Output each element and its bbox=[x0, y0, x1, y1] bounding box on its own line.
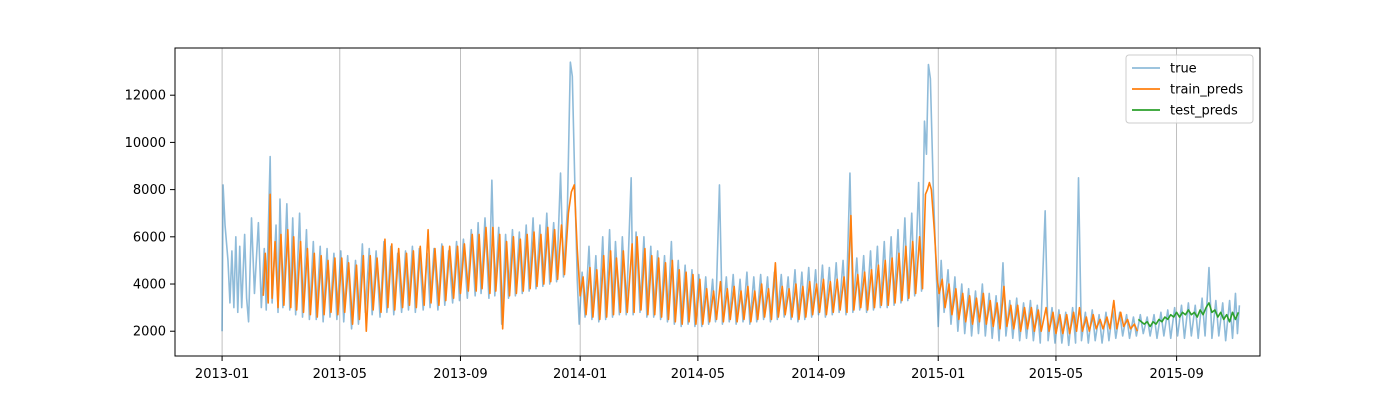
x-tick-label: 2013-05 bbox=[313, 367, 367, 382]
legend: true train_preds test_preds bbox=[1125, 54, 1254, 124]
series-line-train-preds bbox=[262, 181, 1139, 335]
x-tick-label: 2015-09 bbox=[1149, 367, 1203, 382]
x-tick-label: 2014-09 bbox=[791, 367, 845, 382]
x-tick-label: 2015-01 bbox=[911, 367, 965, 382]
series-lines bbox=[221, 61, 1241, 347]
y-tick-label: 12000 bbox=[125, 89, 166, 104]
y-axis: 2000 4000 6000 8000 10000 12000 bbox=[125, 89, 175, 340]
plot-frame bbox=[174, 47, 1261, 357]
legend-label: train_preds bbox=[1170, 83, 1243, 98]
x-axis: 2013-01 2013-05 2013-09 2014-01 2014-05 2014-… bbox=[195, 356, 1204, 382]
y-tick-label: 8000 bbox=[133, 183, 166, 198]
legend-box bbox=[1125, 54, 1254, 124]
y-tick-label: 4000 bbox=[133, 278, 166, 293]
x-tick-label: 2015-05 bbox=[1029, 367, 1083, 382]
x-tick-label: 2013-01 bbox=[195, 367, 249, 382]
legend-label: true bbox=[1170, 62, 1197, 77]
x-tick-label: 2014-05 bbox=[671, 367, 725, 382]
y-tick-label: 6000 bbox=[133, 230, 166, 245]
legend-label: test_preds bbox=[1170, 104, 1238, 119]
y-tick-label: 10000 bbox=[125, 136, 166, 151]
x-tick-label: 2014-01 bbox=[553, 367, 607, 382]
series-line-test-preds bbox=[1137, 302, 1240, 328]
x-tick-label: 2013-09 bbox=[433, 367, 487, 382]
y-tick-label: 2000 bbox=[133, 325, 166, 340]
